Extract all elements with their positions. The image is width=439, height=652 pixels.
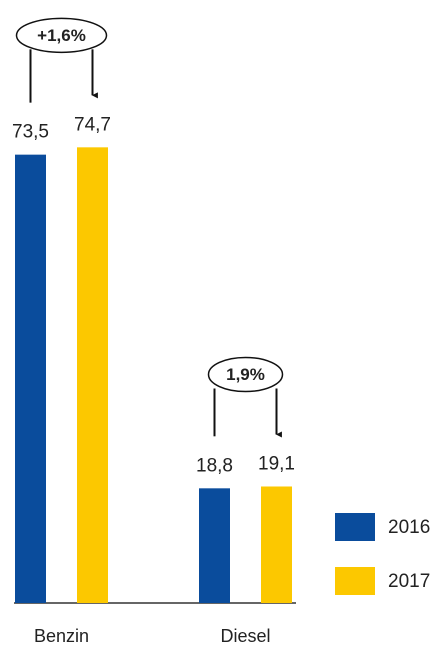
bar bbox=[15, 154, 46, 603]
bar bbox=[261, 486, 292, 603]
legend-label: 2017 bbox=[388, 571, 430, 592]
bar bbox=[199, 488, 230, 603]
annotation: 1,9% bbox=[226, 365, 265, 384]
value-label: 19,1 bbox=[258, 454, 295, 475]
value-label: 73,5 bbox=[12, 122, 49, 143]
annotation-ellipse bbox=[15, 17, 108, 54]
category-label: Benzin bbox=[34, 626, 89, 646]
annotation-ellipse bbox=[207, 356, 284, 393]
legend-label: 2016 bbox=[388, 517, 430, 538]
value-label: 74,7 bbox=[74, 114, 111, 135]
category-label: Diesel bbox=[220, 626, 270, 646]
annotation: +1,6% bbox=[37, 26, 86, 45]
legend-swatch bbox=[335, 567, 375, 595]
legend-swatch bbox=[335, 513, 375, 541]
value-label: 18,8 bbox=[196, 455, 233, 476]
bar bbox=[77, 147, 108, 603]
